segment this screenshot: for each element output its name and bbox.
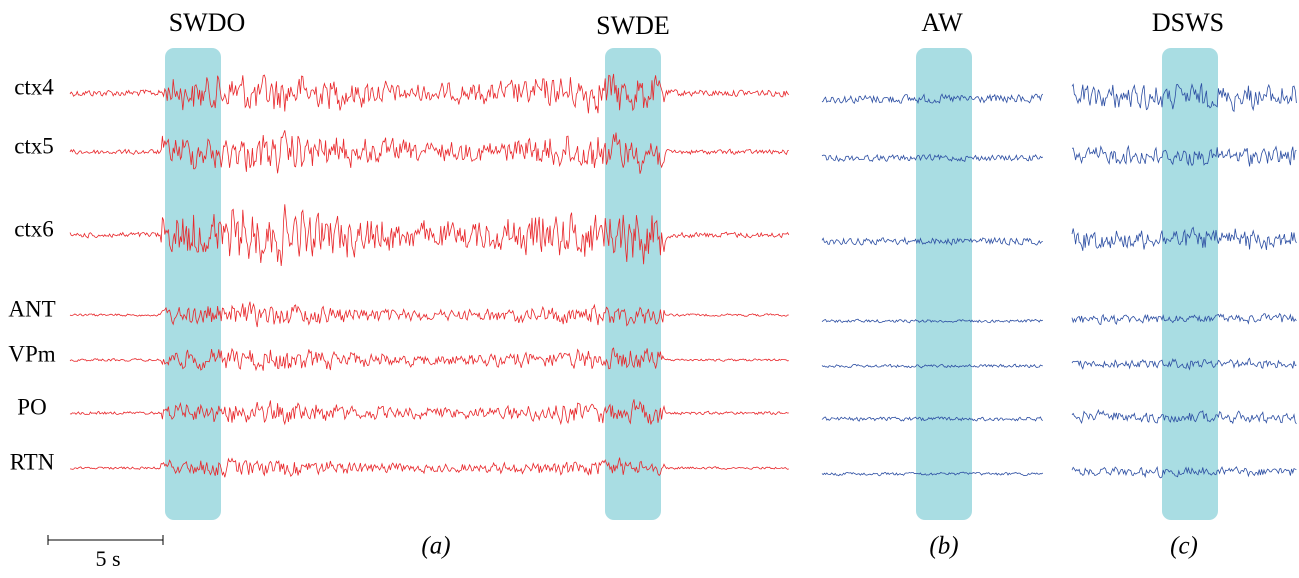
panel-label: (a) [421,533,450,560]
eeg-trace [1071,465,1297,479]
panel-label: (b) [929,533,958,560]
eeg-trace [821,153,1044,163]
panel-label: (c) [1170,533,1198,560]
eeg-trace [821,363,1043,369]
marker-label: DSWS [1152,8,1224,37]
channel-label: ANT [8,296,55,321]
marker-label: SWDO [169,8,246,37]
eeg-trace [69,204,790,267]
traces [69,73,1297,479]
highlight-band [916,48,972,520]
eeg-trace [821,471,1044,477]
channel-label: VPm [8,341,55,366]
eeg-trace [69,130,789,174]
channel-labels: ctx4 ctx5 ctx6 ANT VPm PO RTN [8,74,55,474]
channel-label: ctx6 [14,216,54,241]
eeg-trace [821,318,1044,324]
eeg-trace [69,399,789,426]
eeg-trace [69,457,789,478]
highlight-band [605,48,661,520]
channel-label: ctx5 [14,133,54,158]
eeg-trace [1071,357,1297,371]
eeg-trace [1071,408,1297,425]
eeg-trace [69,73,790,114]
eeg-trace [1071,144,1297,167]
eeg-trace [69,347,789,372]
eeg-trace [1071,312,1297,325]
eeg-trace [1071,83,1297,113]
eeg-trace [821,416,1044,422]
channel-label: PO [17,394,46,419]
eeg-trace [69,301,789,328]
eeg-trace [821,93,1044,105]
highlight-band [165,48,221,520]
eeg-trace [821,236,1043,246]
highlight-band [1162,48,1218,520]
channel-label: RTN [10,449,55,474]
marker-label: SWDE [596,11,670,40]
eeg-trace [1071,226,1297,251]
channel-label: ctx4 [14,74,54,99]
scale-bar-label: 5 s [95,546,120,571]
marker-label: AW [921,8,963,37]
